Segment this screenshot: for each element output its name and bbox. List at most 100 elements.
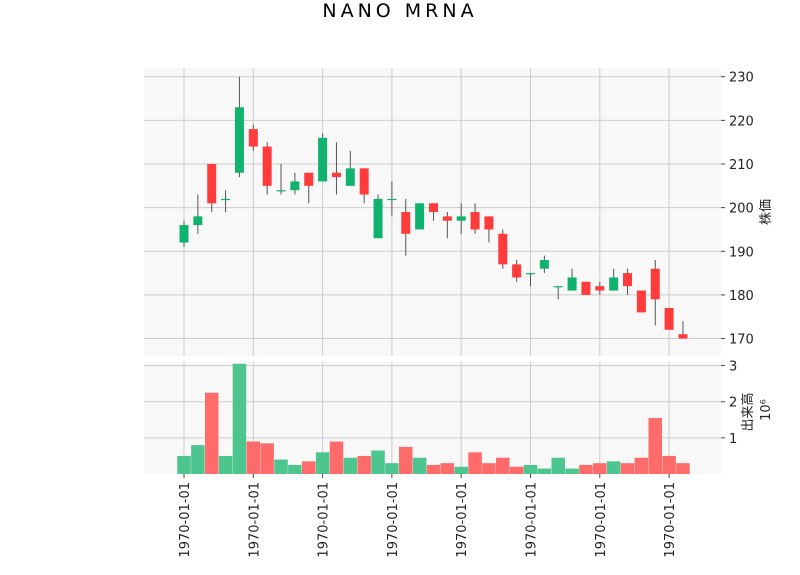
candle-body bbox=[498, 233, 508, 265]
candle-body bbox=[664, 308, 674, 330]
price-tick-label: 220 bbox=[729, 114, 754, 129]
volume-bar bbox=[648, 418, 662, 474]
price-axis-label: 株価 bbox=[759, 199, 774, 225]
volume-bar bbox=[399, 446, 413, 474]
candle-body bbox=[359, 168, 369, 195]
volume-bar bbox=[634, 457, 649, 474]
volume-bar bbox=[385, 463, 399, 474]
candle-body bbox=[290, 181, 300, 191]
volume-axis-label: 出来高 bbox=[740, 392, 756, 431]
volume-bar bbox=[260, 443, 274, 474]
candle-body bbox=[415, 203, 425, 230]
volume-bar bbox=[288, 464, 302, 474]
volume-axis-exponent: 10⁶ bbox=[759, 399, 774, 421]
candle-body bbox=[193, 216, 203, 226]
volume-bar bbox=[371, 450, 385, 474]
volume-bar bbox=[412, 457, 427, 474]
volume-bar bbox=[496, 457, 510, 474]
x-tick-label: 1970-01-01 bbox=[317, 482, 332, 558]
volume-tick-label: 1 bbox=[729, 432, 737, 447]
volume-bar bbox=[232, 363, 247, 474]
price-tick-label: 230 bbox=[729, 71, 754, 86]
x-axis-ticks: 1970-01-01 1970-01-01 1970-01-01 1970-01-01… bbox=[178, 474, 678, 558]
x-tick-label: 1970-01-01 bbox=[247, 482, 262, 558]
candle-body bbox=[276, 190, 286, 192]
volume-bar bbox=[204, 392, 219, 474]
volume-bar bbox=[509, 466, 524, 474]
volume-bar bbox=[454, 466, 468, 474]
volume-bars bbox=[177, 363, 690, 474]
volume-bar bbox=[468, 452, 482, 474]
price-tick-label: 190 bbox=[729, 245, 754, 260]
candle-body bbox=[539, 260, 549, 269]
volume-bar bbox=[426, 464, 441, 474]
candle-body bbox=[221, 198, 231, 201]
volume-bar bbox=[343, 457, 358, 474]
x-tick-label: 1970-01-01 bbox=[178, 482, 193, 558]
volume-bar bbox=[357, 455, 371, 474]
chart-title: NANO MRNA bbox=[322, 0, 477, 22]
volume-bar bbox=[593, 463, 607, 474]
volume-bar bbox=[482, 463, 496, 474]
candle-body bbox=[636, 290, 646, 313]
candle-body bbox=[442, 216, 452, 221]
volume-tick-label: 2 bbox=[729, 396, 737, 411]
price-tick-label: 170 bbox=[729, 333, 754, 348]
volume-bar bbox=[606, 461, 621, 474]
volume-bar bbox=[662, 455, 676, 474]
candle-body bbox=[428, 203, 438, 212]
candle-body bbox=[318, 137, 328, 182]
price-tick-label: 200 bbox=[729, 202, 754, 217]
candle-body bbox=[456, 216, 466, 221]
candle-body bbox=[373, 198, 383, 239]
candle-body bbox=[234, 107, 244, 173]
candle-body bbox=[484, 216, 494, 230]
candle-body bbox=[609, 277, 619, 291]
candle-body bbox=[179, 225, 189, 243]
volume-bar bbox=[523, 464, 538, 474]
volume-bar bbox=[579, 464, 593, 474]
volume-bar bbox=[565, 468, 579, 474]
candle-body bbox=[262, 146, 272, 186]
x-tick-label: 1970-01-01 bbox=[455, 482, 470, 558]
x-tick-label: 1970-01-01 bbox=[386, 482, 401, 558]
volume-bar bbox=[191, 445, 205, 474]
volume-bar bbox=[301, 461, 316, 474]
volume-bar bbox=[620, 463, 635, 474]
volume-bar bbox=[177, 455, 191, 474]
candle-body bbox=[207, 164, 217, 204]
volume-bar bbox=[551, 457, 565, 474]
candle-body bbox=[678, 334, 688, 339]
x-tick-label: 1970-01-01 bbox=[594, 482, 609, 558]
candle-body bbox=[387, 198, 397, 201]
candle-body bbox=[526, 273, 535, 275]
volume-bar bbox=[329, 441, 344, 474]
volume-bar bbox=[440, 463, 455, 474]
price-axis-ticks: 170 180 190 200 210 220 230 bbox=[721, 71, 754, 348]
x-tick-label: 1970-01-01 bbox=[663, 482, 678, 558]
candle-body bbox=[581, 281, 591, 295]
candle-body bbox=[650, 268, 660, 300]
candle-body bbox=[248, 129, 258, 147]
volume-bar bbox=[315, 452, 330, 474]
candle-body bbox=[331, 172, 341, 178]
candle-body bbox=[595, 286, 605, 291]
candle-body bbox=[304, 172, 314, 186]
price-tick-label: 180 bbox=[729, 289, 754, 304]
volume-bar bbox=[218, 455, 233, 474]
volume-axis-ticks: 1 2 3 bbox=[721, 360, 737, 447]
candle-body bbox=[470, 212, 480, 230]
volume-tick-label: 3 bbox=[729, 360, 737, 375]
x-tick-label: 1970-01-01 bbox=[525, 482, 540, 558]
candle-body bbox=[553, 286, 563, 288]
volume-bar bbox=[676, 463, 690, 474]
candle-body bbox=[401, 212, 411, 234]
candle-body bbox=[345, 168, 355, 186]
volume-bar bbox=[274, 459, 288, 474]
volume-bar bbox=[246, 441, 261, 474]
price-tick-label: 210 bbox=[729, 158, 754, 173]
volume-bar bbox=[537, 468, 552, 474]
candle-body bbox=[512, 264, 522, 278]
candles bbox=[179, 76, 688, 339]
